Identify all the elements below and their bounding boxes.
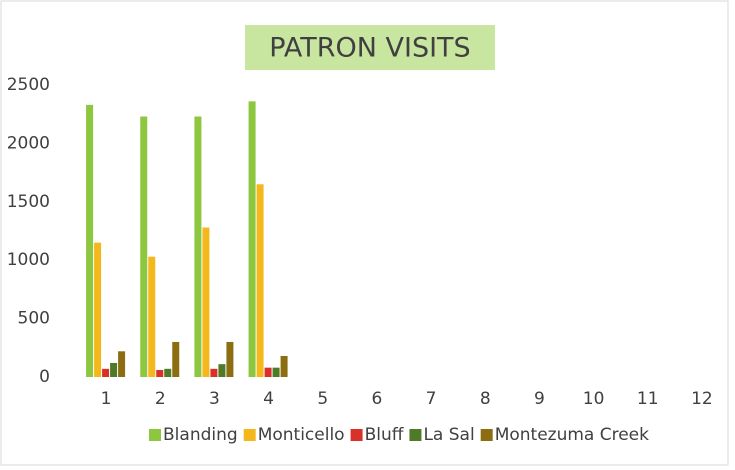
bar — [102, 368, 110, 377]
chart-title: PATRON VISITS — [269, 33, 470, 64]
x-tick-label: 6 — [372, 389, 383, 409]
legend-swatch — [409, 429, 422, 441]
bar — [156, 369, 164, 377]
x-tick-label: 3 — [209, 389, 220, 409]
x-tick-label: 9 — [534, 389, 545, 409]
y-tick-label: 2500 — [7, 75, 50, 95]
bar — [194, 116, 202, 377]
bar — [256, 184, 264, 377]
bar — [218, 364, 226, 377]
bar — [272, 367, 280, 377]
bar — [248, 101, 256, 378]
bar — [202, 227, 210, 377]
x-tick-label: 10 — [583, 389, 605, 409]
bar — [110, 362, 118, 377]
legend-label: Montezuma Creek — [495, 425, 649, 445]
bar — [140, 116, 148, 377]
bar — [86, 104, 94, 377]
bar — [148, 256, 156, 377]
legend-label: Bluff — [365, 425, 405, 445]
bar — [280, 355, 288, 377]
legend-swatch — [149, 429, 162, 441]
legend-label: La Sal — [423, 425, 474, 445]
x-tick-label: 1 — [101, 389, 112, 409]
legend-label: Blanding — [163, 425, 238, 445]
x-tick-label: 12 — [691, 389, 713, 409]
bar — [172, 341, 180, 377]
x-tick-label: 8 — [480, 389, 491, 409]
bar — [226, 341, 234, 377]
y-tick-label: 0 — [39, 367, 50, 387]
y-tick-label: 500 — [18, 309, 50, 329]
x-tick-label: 11 — [637, 389, 659, 409]
y-tick-label: 1500 — [7, 192, 50, 212]
y-tick-label: 1000 — [7, 250, 50, 270]
x-tick-label: 2 — [155, 389, 166, 409]
x-tick-label: 7 — [426, 389, 437, 409]
legend-swatch — [243, 429, 256, 441]
x-tick-label: 4 — [263, 389, 274, 409]
bar — [210, 368, 218, 377]
legend-swatch — [480, 429, 493, 441]
bar — [94, 242, 102, 377]
x-tick-label: 5 — [317, 389, 328, 409]
legend-swatch — [350, 429, 363, 441]
bar — [164, 368, 172, 377]
bar — [264, 367, 272, 377]
bar — [118, 351, 126, 377]
title-highlight — [245, 25, 495, 70]
y-tick-label: 2000 — [7, 133, 50, 153]
legend-label: Monticello — [258, 425, 345, 445]
